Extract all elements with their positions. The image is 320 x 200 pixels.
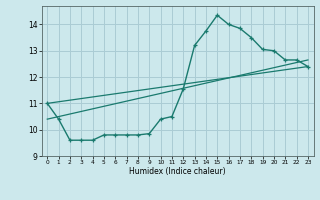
X-axis label: Humidex (Indice chaleur): Humidex (Indice chaleur) <box>129 167 226 176</box>
